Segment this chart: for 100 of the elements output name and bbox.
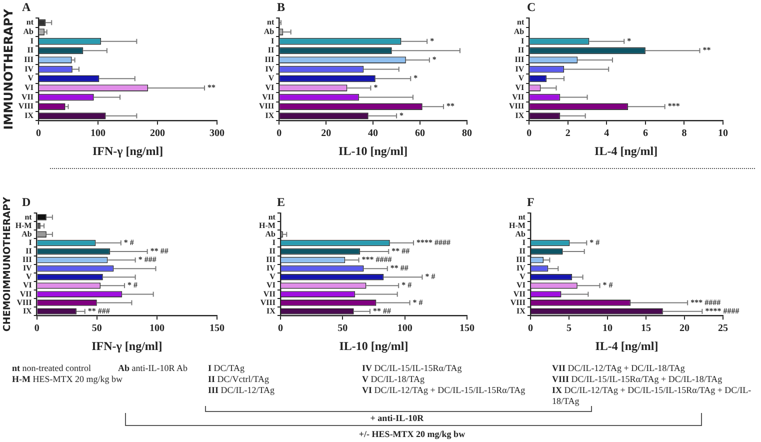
x-tick-label: 10 xyxy=(718,128,728,140)
x-tick-label: 200 xyxy=(150,128,166,140)
y-tick-label: VI xyxy=(516,280,526,290)
y-tick-label: V xyxy=(26,272,32,282)
chart-title: F xyxy=(527,195,534,210)
y-tick-label: VII xyxy=(263,289,276,298)
y-tick-label: Ab xyxy=(22,229,32,238)
annotation: * xyxy=(627,36,632,46)
x-tick-label: 40 xyxy=(368,128,378,140)
y-tick-label: VIII xyxy=(508,102,524,111)
y-tick-label: I xyxy=(270,36,274,46)
y-tick-label: IV xyxy=(22,264,32,273)
y-tick-label: VI xyxy=(266,280,276,290)
x-tick-label: 4 xyxy=(604,128,610,140)
text: I DC/TAg xyxy=(208,363,245,374)
y-axis-title: CHEMOIMMUNOTHERAPY xyxy=(2,196,14,332)
annotation: ** ## xyxy=(392,246,410,256)
x-tick-label: 100 xyxy=(149,323,164,334)
y-tick-label: VI xyxy=(265,83,274,92)
x-tick-label: 0 xyxy=(526,128,532,140)
text: III DC/IL-12/TAg xyxy=(208,385,275,396)
annotation: *** xyxy=(668,102,680,111)
y-tick-label: VII xyxy=(513,289,526,298)
y-tick-label: III xyxy=(24,55,34,64)
text: IV DC/IL-15/IL-15Rα/TAg xyxy=(362,363,462,374)
annotation: **** #### xyxy=(416,238,451,247)
text: + anti-IL-10R xyxy=(370,413,424,423)
x-tick-label: 0 xyxy=(36,128,42,140)
x-tick-label: 0 xyxy=(276,128,282,140)
y-tick-label: H-M xyxy=(509,220,526,230)
y-tick-label: IX xyxy=(515,111,524,120)
y-tick-label: I xyxy=(30,36,34,46)
annotation: ** ## xyxy=(390,264,408,273)
y-tick-label: I xyxy=(520,36,524,46)
y-tick-label: V xyxy=(518,74,524,83)
annotation: * # xyxy=(124,238,134,247)
y-tick-label: V xyxy=(268,74,274,83)
annotation: * # xyxy=(402,280,412,290)
x-tick-label: 5 xyxy=(566,323,572,334)
y-tick-label: III xyxy=(516,255,526,264)
x-tick-label: 0 xyxy=(278,323,283,334)
x-tick-label: 15 xyxy=(640,323,651,334)
x-tick-label: 60 xyxy=(415,128,426,140)
annotation: * xyxy=(414,74,418,83)
y-tick-label: I xyxy=(28,238,32,247)
text: VII DC/IL-12/TAg + DC/IL-18/TAg xyxy=(552,363,685,374)
annotation: * xyxy=(400,111,404,120)
y-tick-label: VIII xyxy=(18,102,34,111)
x-tick-label: 20 xyxy=(679,323,690,334)
x-tick-label: 0 xyxy=(34,323,40,334)
text: nt non-treated control xyxy=(12,363,91,374)
y-tick-label: IV xyxy=(266,264,276,273)
text: II DC/Vctrl/TAg xyxy=(208,374,270,385)
y-tick-label: Ab xyxy=(515,229,526,238)
y-tick-label: II xyxy=(518,46,524,55)
chart-title: D xyxy=(22,195,31,210)
y-tick-label: IV xyxy=(516,264,526,273)
y-tick-label: II xyxy=(269,246,276,256)
x-tick-label: 8 xyxy=(682,128,687,140)
text: VI DC/IL-12/TAg + DC/IL-15/IL-15Rα/TAg xyxy=(362,385,526,396)
x-tick-label: 2 xyxy=(565,128,570,140)
y-tick-label: nt xyxy=(268,212,276,222)
y-tick-label: IV xyxy=(515,64,524,74)
y-tick-label: VIII xyxy=(260,298,276,307)
y-tick-label: IX xyxy=(22,306,32,316)
y-tick-label: IX xyxy=(516,306,526,316)
text: VIII DC/IL-15/IL-15Rα/TAg + DC/IL-18/TAg xyxy=(552,374,722,385)
annotation: ** ## xyxy=(150,246,168,256)
x-tick-label: 50 xyxy=(92,323,102,334)
x-tick-label: 80 xyxy=(462,128,472,140)
y-tick-label: III xyxy=(264,55,274,64)
y-tick-label: II xyxy=(26,246,32,256)
annotation: ** ## xyxy=(372,306,391,316)
y-tick-label: IX xyxy=(24,111,34,120)
annotation: * xyxy=(430,36,434,46)
y-tick-label: IV xyxy=(265,64,274,74)
y-tick-label: Ab xyxy=(265,229,276,238)
y-tick-label: I xyxy=(522,238,526,247)
y-tick-label: H-M xyxy=(15,220,32,230)
chart-title: B xyxy=(277,0,286,14)
x-tick-label: 20 xyxy=(321,128,332,140)
y-tick-label: VIII xyxy=(258,102,274,111)
text: V DC/IL-18/TAg xyxy=(362,374,425,385)
y-tick-label: H-M xyxy=(259,220,276,230)
chart-title: E xyxy=(277,195,286,210)
text: IX DC/IL-12/TAg + DC/IL-15/IL-15Rα/TAg + DC/IL-18/TAg xyxy=(552,385,752,407)
text: H-M HES-MTX 20 mg/kg bw xyxy=(12,374,122,385)
x-axis-title: IL-4 [ng/ml] xyxy=(594,144,658,158)
y-tick-label: nt xyxy=(26,18,34,27)
y-tick-label: IV xyxy=(24,64,34,74)
y-tick-label: Ab xyxy=(514,27,525,36)
x-axis-title: IL-10 [ng/ml] xyxy=(339,338,408,353)
y-tick-label: I xyxy=(272,238,276,247)
x-axis-title: IFN-γ [ng/ml] xyxy=(92,338,162,353)
x-tick-label: 300 xyxy=(210,128,224,140)
x-axis-title: IFN-γ [ng/ml] xyxy=(92,144,164,158)
chart-title: A xyxy=(22,0,31,14)
text: +/- HES-MTX 20 mg/kg bw xyxy=(358,429,466,439)
y-tick-label: nt xyxy=(266,18,274,27)
y-tick-label: VIII xyxy=(510,298,526,307)
